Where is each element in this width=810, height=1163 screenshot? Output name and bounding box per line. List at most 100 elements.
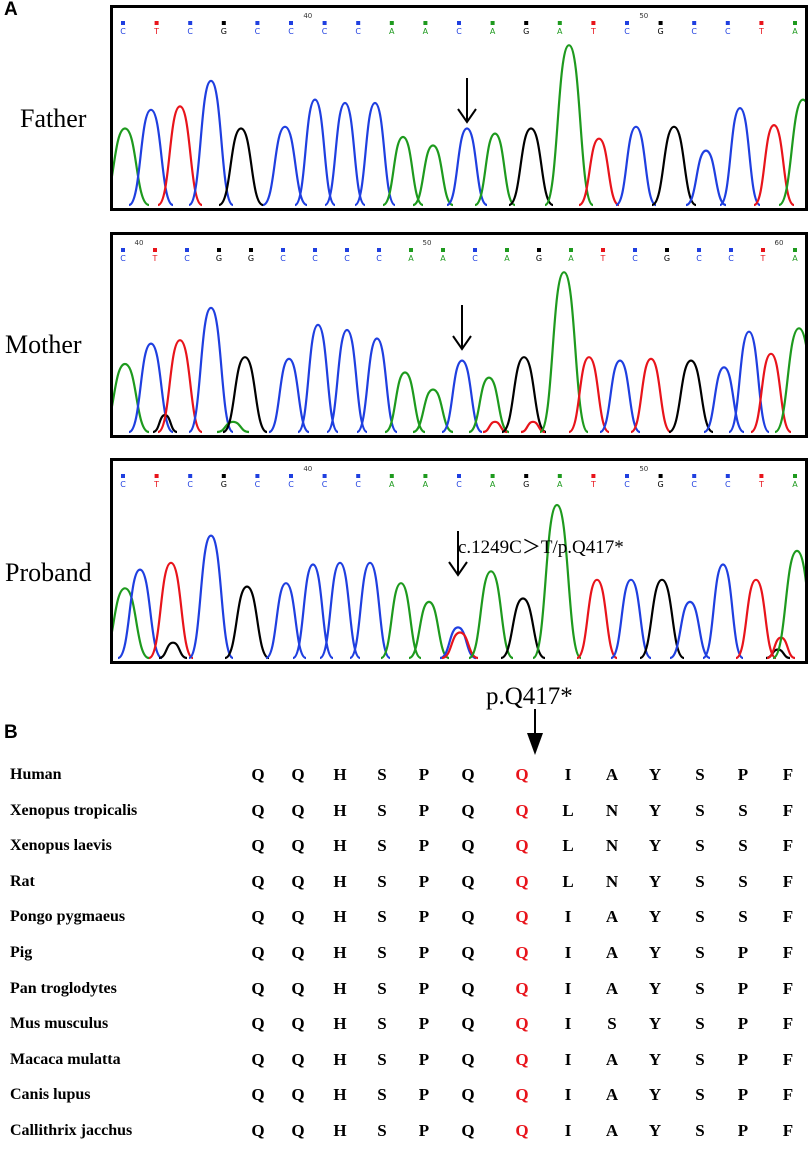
residue: I: [564, 765, 572, 784]
base-call-marker: [625, 474, 629, 478]
residue: S: [695, 978, 705, 998]
base-call-letter: A: [557, 27, 563, 36]
highlighted-residue: Q: [515, 1049, 529, 1069]
base-call-letter: G: [664, 254, 670, 263]
base-call-marker: [441, 248, 445, 252]
base-call-letter: G: [248, 254, 254, 263]
residue: S: [695, 836, 705, 856]
residue: I: [564, 1049, 572, 1069]
trace-peak: [639, 578, 685, 660]
highlighted-residue: Q: [515, 943, 529, 962]
residue: S: [607, 1014, 617, 1034]
trace-peak: [520, 420, 546, 434]
species-name: Mus musculus: [10, 1015, 109, 1033]
base-call-letter: C: [728, 254, 734, 263]
base-call-marker: [729, 248, 733, 252]
trace-peak: [508, 127, 554, 207]
residue: Y: [648, 978, 662, 998]
base-call-letter: G: [536, 254, 542, 263]
base-call-letter: G: [523, 27, 529, 36]
trace-peak: [265, 582, 307, 660]
trace-peak: [578, 137, 620, 207]
base-call-letter: T: [758, 27, 764, 36]
residue: S: [695, 1014, 705, 1034]
trace-peak: [113, 587, 150, 660]
species-name: Xenopus tropicalis: [10, 801, 138, 819]
base-call-marker: [793, 474, 797, 478]
residue: Q: [251, 978, 265, 998]
base-call-letter: A: [792, 254, 798, 263]
trace-peak: [531, 503, 583, 660]
base-call-marker: [377, 248, 381, 252]
residue: Q: [291, 1121, 305, 1140]
base-call-marker: [759, 474, 764, 478]
residue: Y: [648, 836, 662, 856]
base-call-letter: C: [725, 480, 731, 489]
base-call-letter: C: [472, 254, 478, 263]
trace-peak: [599, 359, 641, 434]
trace-peak: [187, 79, 235, 207]
residue: A: [605, 943, 619, 962]
residue: H: [333, 836, 347, 856]
residue: Q: [461, 1121, 475, 1140]
base-call-letter: A: [504, 254, 510, 263]
base-call-letter: T: [590, 480, 596, 489]
residue: H: [333, 871, 347, 891]
base-call-marker: [457, 474, 461, 478]
residue: P: [418, 1121, 430, 1140]
trace-peak: [778, 98, 805, 207]
base-call-letter: C: [312, 254, 318, 263]
trace-peak: [222, 356, 268, 434]
residue: Q: [251, 836, 265, 856]
trace-peak: [296, 323, 340, 434]
base-call-marker: [313, 248, 317, 252]
ruler-tick-label: 50: [423, 239, 432, 247]
residue: H: [333, 943, 347, 962]
residue: S: [738, 836, 748, 856]
residue: Q: [461, 1085, 475, 1105]
base-call-letter: C: [120, 254, 126, 263]
trace-peak: [701, 563, 745, 660]
trace-peak: [703, 366, 745, 434]
residue: Q: [251, 1014, 265, 1034]
base-call-marker: [217, 248, 221, 252]
residue: S: [377, 907, 387, 927]
base-call-letter: C: [184, 254, 190, 263]
base-call-marker: [345, 248, 349, 252]
species-name: Rat: [10, 872, 35, 890]
proband-chromatogram: 40 50 C T C G C C C C A A C A G A T C G C C T A: [110, 458, 808, 664]
residue: Q: [291, 907, 305, 927]
trace-peak: [113, 362, 150, 434]
base-call-marker: [249, 248, 253, 252]
base-call-letter: G: [657, 27, 663, 36]
base-call-marker: [725, 21, 730, 25]
base-call-letter: C: [696, 254, 702, 263]
base-call-letter: C: [344, 254, 350, 263]
base-call-marker: [524, 21, 529, 25]
residue: S: [377, 1085, 387, 1105]
residue: S: [738, 800, 748, 820]
residue: F: [782, 978, 794, 998]
variant-arrow-icon: [452, 305, 472, 351]
highlighted-residue: Q: [515, 765, 529, 784]
trace-peak: [468, 376, 510, 434]
trace-peak: [543, 44, 595, 207]
base-call-letter: T: [758, 480, 764, 489]
residue: I: [564, 943, 572, 962]
residue: Q: [291, 978, 305, 998]
residue: S: [695, 765, 705, 784]
father-chromatogram: 40 50 C T C G C C C C A A C A G A T C G C C T A: [110, 5, 808, 211]
highlighted-residue: Q: [515, 978, 529, 998]
residue: Q: [251, 765, 265, 784]
trace-peak: [772, 549, 805, 660]
residue: A: [605, 1085, 619, 1105]
species-name: Macaca mulatta: [10, 1050, 121, 1068]
residue: Q: [291, 1049, 305, 1069]
base-call-marker: [761, 248, 765, 252]
highlighted-residue: Q: [515, 1014, 529, 1034]
base-call-marker: [692, 474, 697, 478]
residue: P: [418, 1049, 430, 1069]
highlighted-residue: Q: [515, 1085, 529, 1105]
base-call-letter: A: [423, 27, 429, 36]
base-call-marker: [793, 248, 797, 252]
